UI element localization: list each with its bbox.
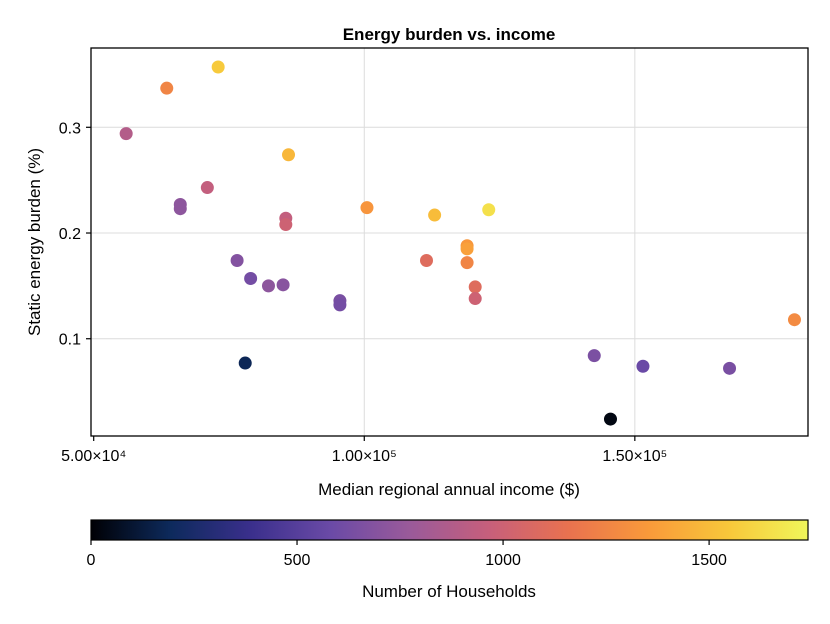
x-tick-label: 1.00×10⁵ <box>332 448 397 465</box>
scatter-point <box>282 148 296 162</box>
colorbar-tick-label: 1500 <box>691 552 727 569</box>
scatter-point <box>160 81 174 95</box>
scatter-point <box>238 356 252 370</box>
grid-lines <box>91 48 808 436</box>
scatter-point <box>244 271 258 285</box>
scatter-point <box>119 127 133 141</box>
scatter-point <box>468 280 482 294</box>
scatter-point <box>460 256 474 270</box>
scatter-point <box>428 208 442 222</box>
scatter-point <box>787 313 801 327</box>
y-tick-label: 0.2 <box>59 226 81 243</box>
scatter-point <box>420 254 434 268</box>
scatter-point <box>587 349 601 363</box>
chart-title: Energy burden vs. income <box>343 25 556 44</box>
y-tick-label: 0.1 <box>59 332 81 349</box>
scatter-point <box>482 203 496 217</box>
plot-frame <box>90 47 809 437</box>
colorbar-tick-label: 1000 <box>485 552 521 569</box>
scatter-point <box>468 292 482 306</box>
scatter-point <box>276 278 290 292</box>
colorbar-tick-label: 0 <box>87 552 96 569</box>
y-axis-ticks: 0.1 0.2 0.3 <box>59 120 91 349</box>
colorbar-tick-label: 500 <box>284 552 311 569</box>
scatter-point <box>360 201 374 215</box>
scatter-point <box>211 60 225 74</box>
y-tick-label: 0.3 <box>59 120 81 137</box>
scatter-point <box>230 254 244 268</box>
x-axis-ticks: 5.00×10⁴ 1.00×10⁵ 1.50×10⁵ <box>61 436 667 465</box>
colorbar <box>90 519 809 541</box>
scatter-point <box>460 242 474 256</box>
scatter-point <box>333 298 347 312</box>
x-tick-label: 1.50×10⁵ <box>602 448 667 465</box>
x-axis-label: Median regional annual income ($) <box>318 480 580 499</box>
data-points <box>119 60 801 426</box>
scatter-point <box>636 359 650 373</box>
colorbar-ticks: 0 500 1000 1500 <box>87 540 727 569</box>
scatter-point <box>200 181 214 195</box>
scatter-point <box>173 202 187 216</box>
colorbar-label: Number of Households <box>362 582 536 601</box>
scatter-point <box>723 361 737 375</box>
scatter-point <box>261 279 275 293</box>
scatter-point <box>603 412 617 426</box>
y-axis-label: Static energy burden (%) <box>25 148 44 336</box>
scatter-point <box>279 218 293 232</box>
x-tick-label: 5.00×10⁴ <box>61 448 126 465</box>
